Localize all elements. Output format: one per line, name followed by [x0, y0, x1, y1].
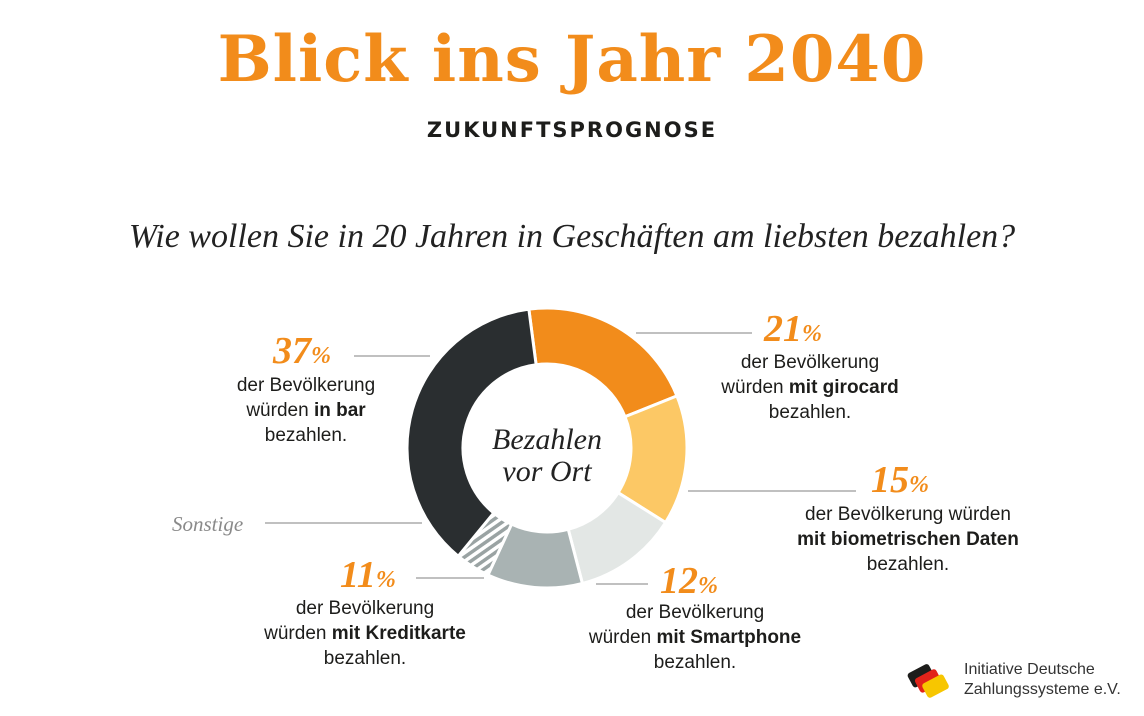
percent-value-bar: 37 — [273, 330, 311, 372]
desc-girocard-bold: mit girocard — [788, 377, 899, 398]
center-label-line-1: Bezahlen — [492, 423, 602, 456]
percent-label-smartphone: 12% — [660, 562, 718, 600]
desc-smartphone-line3: bezahlen. — [653, 652, 737, 673]
percent-symbol-bar: % — [311, 343, 331, 369]
description-bar: der Bevölkerung würden in bar bezahlen. — [196, 373, 416, 448]
desc-biometric-line3: bezahlen. — [866, 554, 950, 575]
donut-slice-bar — [405, 307, 538, 559]
donut-center-label: Bezahlen vor Ort — [467, 424, 627, 488]
desc-bar-line3: bezahlen. — [264, 425, 348, 446]
description-girocard: der Bevölkerung würden mit girocard beza… — [680, 350, 940, 425]
desc-bar-pre: würden — [246, 400, 314, 421]
organization-name: Initiative Deutsche Zahlungssysteme e.V. — [964, 660, 1121, 700]
desc-biometric-bold: mit biometrischen Daten — [797, 529, 1019, 550]
desc-bar-line1: der Bevölkerung — [236, 375, 376, 396]
percent-symbol-biometric: % — [909, 472, 929, 498]
percent-value-kreditkarte: 11 — [340, 554, 376, 596]
percent-symbol-smartphone: % — [698, 573, 718, 599]
description-biometric: der Bevölkerung würden mit biometrischen… — [758, 502, 1058, 577]
percent-symbol-girocard: % — [802, 321, 822, 347]
desc-kreditkarte-line1: der Bevölkerung — [295, 598, 435, 619]
donut-slice-girocard — [527, 306, 679, 419]
percent-label-bar: 37% — [273, 332, 331, 370]
center-label-line-2: vor Ort — [502, 455, 592, 488]
desc-girocard-line1: der Bevölkerung — [740, 352, 880, 373]
desc-smartphone-line1: der Bevölkerung — [625, 602, 765, 623]
desc-bar-bold: in bar — [313, 400, 366, 421]
desc-kreditkarte-bold: mit Kreditkarte — [331, 623, 466, 644]
sonstige-label: Sonstige — [172, 512, 244, 536]
desc-smartphone-bold: mit Smartphone — [656, 627, 802, 648]
percent-label-biometric: 15% — [871, 461, 929, 499]
description-smartphone: der Bevölkerung würden mit Smartphone be… — [555, 600, 835, 675]
page-subtitle: ZUKUNFTSPROGNOSE — [426, 118, 718, 142]
percent-value-smartphone: 12 — [660, 560, 698, 602]
percent-label-kreditkarte: 11% — [340, 556, 396, 594]
survey-question: Wie wollen Sie in 20 Jahren in Geschäfte… — [128, 218, 1016, 255]
percent-label-girocard: 21% — [764, 310, 822, 348]
description-kreditkarte: der Bevölkerung würden mit Kreditkarte b… — [220, 596, 510, 671]
org-line-1: Initiative Deutsche — [964, 661, 1095, 678]
desc-smartphone-pre: würden — [588, 627, 657, 648]
org-line-2: Zahlungssysteme e.V. — [964, 681, 1121, 698]
desc-girocard-line3: bezahlen. — [768, 402, 852, 423]
desc-kreditkarte-line3: bezahlen. — [323, 648, 407, 669]
percent-value-biometric: 15 — [871, 459, 909, 501]
percent-value-girocard: 21 — [764, 308, 802, 350]
desc-kreditkarte-pre: würden — [264, 623, 332, 644]
logo-icon — [907, 664, 949, 698]
desc-biometric-line1: der Bevölkerung würden — [805, 504, 1011, 525]
page-title: Blick ins Jahr 2040 — [217, 22, 927, 97]
desc-girocard-pre: würden — [721, 377, 789, 398]
percent-symbol-kreditkarte: % — [375, 567, 396, 593]
